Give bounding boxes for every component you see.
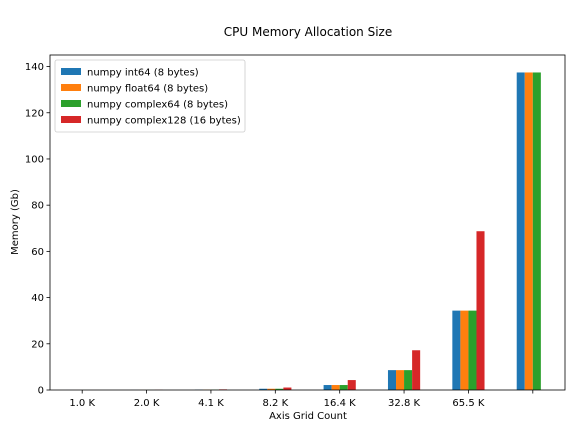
legend-swatch (61, 68, 81, 75)
plot-frame (49, 54, 566, 391)
x-tick-label: 4.1 K (198, 398, 224, 409)
legend-entry-label: numpy complex128 (16 bytes) (87, 116, 241, 127)
y-ticks-group: 0 20 40 60 80 100 120 140 (25, 62, 50, 397)
bar-3-4 (275, 388, 284, 390)
x-axis-label: Axis Grid Count (269, 411, 347, 422)
x-tick-label: 32.8 K (388, 398, 420, 409)
y-axis-label: Memory (Gb) (10, 189, 21, 255)
y-tick-label: 0 (38, 386, 44, 397)
bar-1-6 (387, 370, 397, 390)
x-tick-label: 2.0 K (134, 398, 160, 409)
bar-3-8 (532, 72, 541, 390)
y-tick-label: 40 (31, 293, 44, 304)
legend-box (54, 59, 246, 133)
bar-4-4 (283, 387, 292, 390)
y-tick-label: 120 (25, 108, 44, 119)
bars-group (66, 72, 541, 390)
legend-swatch (61, 84, 81, 91)
x-ticks-group: 1.0 K 2.0 K 4.1 K 8.2 K 16.4 K 32.8 K 65.5 K (69, 390, 534, 409)
axes-group (49, 54, 566, 391)
bar-4-7 (476, 231, 485, 390)
bar-1-8 (516, 72, 525, 390)
bar-3-7 (468, 310, 477, 390)
y-tick-label: 100 (25, 154, 44, 165)
y-tick-label: 80 (31, 201, 44, 212)
legend-entry-label: numpy complex64 (8 bytes) (87, 100, 228, 111)
bar-1-7 (452, 310, 461, 390)
legend: numpy int64 (8 bytes) numpy float64 (8 by… (54, 59, 246, 133)
bar-1-4 (259, 388, 268, 390)
bar-4-6 (412, 350, 421, 390)
bar-3-6 (404, 370, 413, 390)
y-tick-label: 20 (31, 339, 44, 350)
x-tick-label: 65.5 K (452, 398, 484, 409)
y-tick-label: 140 (25, 62, 44, 73)
bar-2-7 (460, 310, 469, 390)
y-tick-label: 60 (31, 247, 44, 258)
legend-swatch (61, 100, 81, 107)
chart-title: CPU Memory Allocation Size (224, 25, 392, 39)
bar-2-6 (396, 370, 405, 390)
bar-4-5 (347, 380, 356, 390)
bar-2-8 (524, 72, 533, 390)
bar-2-5 (331, 385, 340, 390)
x-tick-label: 16.4 K (324, 398, 356, 409)
legend-entry-label: numpy float64 (8 bytes) (87, 84, 208, 95)
bar-2-4 (267, 388, 276, 390)
bar-1-5 (323, 385, 332, 390)
bar-3-5 (339, 385, 348, 390)
x-tick-label: 8.2 K (262, 398, 288, 409)
legend-entry-label: numpy int64 (8 bytes) (87, 68, 199, 79)
x-tick-label: 1.0 K (69, 398, 95, 409)
legend-swatch (61, 116, 81, 123)
